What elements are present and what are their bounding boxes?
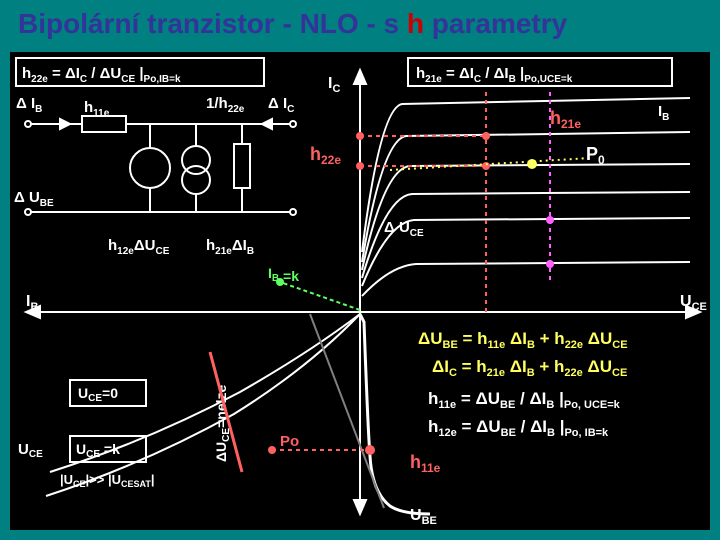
- svg-text:1/h22e: 1/h22e: [206, 95, 245, 115]
- svg-text:UCE=0: UCE=0: [78, 385, 118, 404]
- svg-text:h21eΔIB: h21eΔIB: [206, 237, 254, 257]
- svg-text:IC: IC: [328, 75, 340, 95]
- svg-text:h21e = ΔIC / ΔIB |Po,UCE=k: h21e = ΔIC / ΔIB |Po,UCE=k: [416, 65, 573, 85]
- svg-text:h22e: h22e: [310, 144, 341, 167]
- svg-text:Δ IC: Δ IC: [268, 95, 294, 115]
- svg-text:UBE: UBE: [410, 507, 437, 527]
- svg-text:h21e: h21e: [550, 108, 581, 131]
- svg-text:UCE: UCE: [680, 293, 707, 313]
- svg-text:h12e = ΔUBE / ΔIB |Po, IB=k: h12e = ΔUBE / ΔIB |Po, IB=k: [428, 417, 609, 439]
- diagram-panel: { "title": {"pre":"Bipolární tranzistor …: [10, 52, 710, 530]
- svg-text:Po: Po: [280, 433, 299, 450]
- svg-text:IB: IB: [658, 103, 669, 123]
- svg-text:|UCE|>> |UCESAT|: |UCE|>> |UCESAT|: [60, 472, 155, 489]
- svg-text:IB: IB: [26, 293, 38, 313]
- svg-text:h11e: h11e: [410, 452, 441, 475]
- svg-text:h11e = ΔUBE / ΔIB |Po, UCE=k: h11e = ΔUBE / ΔIB |Po, UCE=k: [428, 389, 621, 411]
- svg-text:Δ IB: Δ IB: [16, 95, 42, 115]
- svg-text:IB =k: IB =k: [268, 265, 299, 284]
- svg-text:Δ UBE: Δ UBE: [14, 189, 54, 209]
- svg-text:ΔUBE = h11e ΔIB + h22e ΔUCE: ΔUBE = h11e ΔIB + h22e ΔUCE: [418, 329, 628, 351]
- svg-text:h22e = ΔIC / ΔUCE |Po,IB=k: h22e = ΔIC / ΔUCE |Po,IB=k: [22, 65, 181, 85]
- svg-text:UCE =k: UCE =k: [76, 441, 120, 460]
- slide-title: Bipolární tranzistor - NLO - s h paramet…: [18, 8, 567, 40]
- svg-text:P0: P0: [586, 144, 605, 167]
- svg-text:h12eΔUCE: h12eΔUCE: [108, 237, 170, 257]
- svg-text:UCE: UCE: [18, 441, 43, 460]
- svg-text:ΔIC = h21e ΔIB + h22e ΔUCE: ΔIC = h21e ΔIB + h22e ΔUCE: [432, 357, 627, 379]
- diagram-svg: h22e = ΔIC / ΔUCE |Po,IB=k h21e = ΔIC / …: [10, 52, 710, 530]
